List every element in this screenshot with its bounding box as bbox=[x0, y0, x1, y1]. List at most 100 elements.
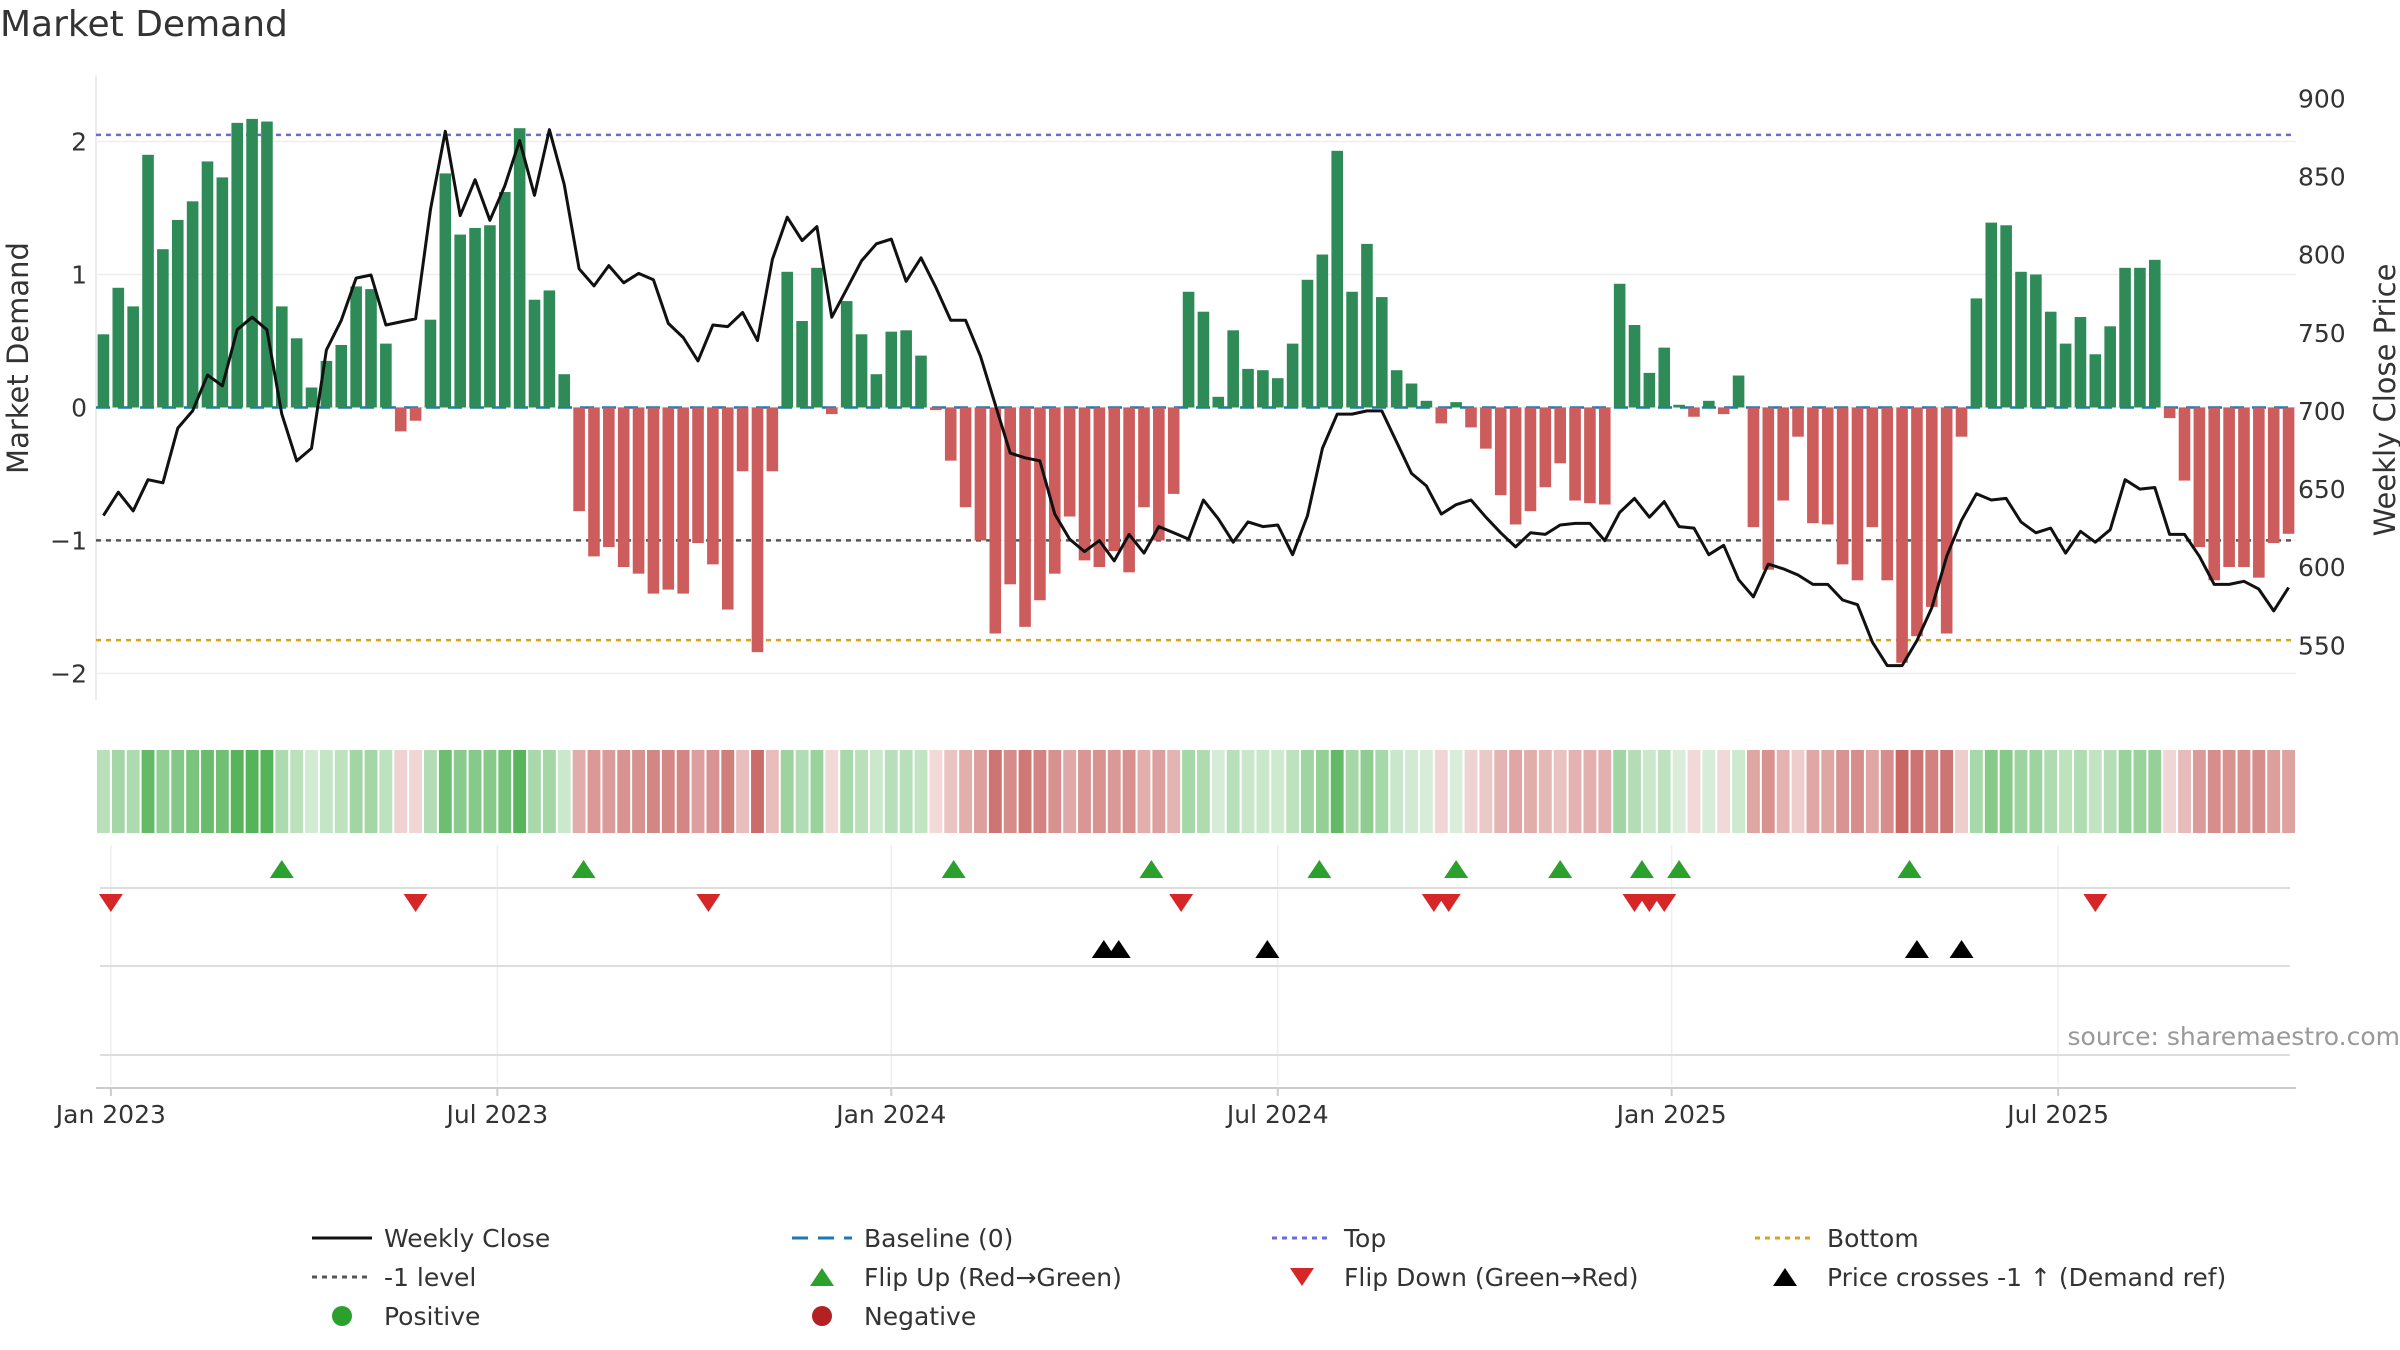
demand-bar-positive bbox=[2044, 311, 2057, 408]
demand-bar-positive bbox=[1658, 347, 1671, 408]
heat-cell bbox=[1732, 750, 1745, 833]
flip-up-marker bbox=[1548, 860, 1573, 878]
demand-bar-positive bbox=[2059, 343, 2072, 408]
heat-cell bbox=[632, 750, 645, 833]
heat-cell bbox=[2044, 750, 2058, 833]
demand-bar-positive bbox=[1390, 370, 1403, 408]
y2-axis-label: Weekly Close Price bbox=[2368, 264, 2400, 537]
legend-item: Positive bbox=[332, 1302, 480, 1331]
demand-bar-negative bbox=[1896, 407, 1908, 663]
heat-cell bbox=[409, 750, 423, 833]
heat-cell bbox=[260, 750, 274, 833]
heat-cell bbox=[1791, 750, 1805, 833]
flip-up-marker bbox=[269, 860, 294, 878]
demand-bar-negative bbox=[1093, 407, 1106, 568]
heat-cell bbox=[557, 750, 571, 833]
price-line-group bbox=[102, 128, 2290, 668]
demand-bar-positive bbox=[1420, 400, 1433, 408]
legend-item: Flip Up (Red→Green) bbox=[810, 1263, 1122, 1292]
demand-bar-positive bbox=[97, 334, 110, 408]
heat-cell bbox=[319, 750, 333, 833]
demand-bar-negative bbox=[1494, 407, 1507, 496]
demand-bar-positive bbox=[1703, 400, 1715, 408]
demand-bar-negative bbox=[1034, 407, 1046, 601]
heat-cell bbox=[1524, 750, 1537, 833]
legend-swatch bbox=[1773, 1268, 1797, 1286]
heat-cell bbox=[1375, 750, 1389, 833]
heat-strip bbox=[97, 750, 2295, 833]
heat-cell bbox=[438, 750, 452, 833]
demand-bar-positive bbox=[1613, 283, 1626, 408]
heat-cell bbox=[245, 750, 259, 833]
heat-cell bbox=[364, 750, 378, 833]
demand-bar-positive bbox=[1970, 298, 1983, 408]
demand-bar-positive bbox=[1286, 343, 1299, 408]
demand-bar-negative bbox=[1167, 407, 1180, 494]
flip-down-marker bbox=[696, 894, 721, 912]
demand-bar-positive bbox=[201, 161, 214, 408]
legend-label: Baseline (0) bbox=[864, 1224, 1013, 1253]
heat-cell bbox=[2207, 750, 2221, 833]
demand-bar-negative bbox=[736, 407, 749, 472]
demand-bar-negative bbox=[2208, 407, 2221, 581]
demand-bar-negative bbox=[1747, 407, 1760, 528]
heat-cell bbox=[1197, 750, 1210, 833]
demand-bar-negative bbox=[1881, 407, 1894, 581]
price-cross-marker bbox=[1106, 940, 1131, 958]
heat-cell bbox=[468, 750, 482, 833]
heat-cell bbox=[1449, 750, 1463, 833]
demand-bar-positive bbox=[484, 225, 496, 408]
heat-cell bbox=[1672, 750, 1686, 833]
heat-cell bbox=[780, 750, 794, 833]
flip-up-marker bbox=[1897, 860, 1922, 878]
demand-bar-negative bbox=[1866, 407, 1879, 528]
demand-bar-negative bbox=[930, 407, 942, 411]
demand-bar-positive bbox=[276, 306, 288, 408]
demand-bar-negative bbox=[2193, 407, 2206, 548]
heat-cell bbox=[1345, 750, 1359, 833]
demand-bar-negative bbox=[677, 407, 689, 594]
flip-up-marker bbox=[1307, 860, 1332, 878]
heat-cell bbox=[1182, 750, 1195, 833]
demand-bar-positive bbox=[350, 286, 362, 408]
x-tick-label: Jan 2025 bbox=[1615, 1100, 1727, 1129]
flip-down-marker bbox=[98, 894, 123, 912]
x-tick-label: Jul 2024 bbox=[1225, 1100, 1329, 1129]
demand-bar-positive bbox=[1346, 291, 1358, 408]
heat-cell bbox=[587, 750, 601, 833]
demand-bar-positive bbox=[498, 192, 511, 408]
heat-cell bbox=[1761, 750, 1775, 833]
demand-bar-positive bbox=[1182, 291, 1195, 408]
demand-bar-positive bbox=[365, 289, 377, 408]
heat-cell bbox=[305, 750, 318, 833]
demand-bar-positive bbox=[261, 121, 273, 408]
demand-bar-negative bbox=[989, 407, 1002, 634]
heat-cell bbox=[2178, 750, 2191, 833]
flip-up-marker bbox=[941, 860, 966, 878]
heat-cell bbox=[97, 750, 110, 833]
heat-cell bbox=[572, 750, 586, 833]
heat-cell bbox=[988, 750, 1002, 833]
heat-cell bbox=[1018, 750, 1032, 833]
heat-cell bbox=[394, 750, 408, 833]
legend-label: Bottom bbox=[1827, 1224, 1919, 1253]
demand-bar-negative bbox=[1598, 407, 1611, 505]
demand-bar-negative bbox=[1807, 407, 1819, 524]
flip-down-marker bbox=[1436, 894, 1461, 912]
demand-bar-negative bbox=[1480, 407, 1492, 449]
flip-down-marker bbox=[1652, 894, 1677, 912]
heat-cell bbox=[1092, 750, 1106, 833]
heat-cell bbox=[1553, 750, 1567, 833]
demand-bar-positive bbox=[186, 201, 199, 408]
demand-bar-positive bbox=[305, 387, 318, 408]
demand-bar-positive bbox=[1227, 330, 1239, 408]
flip-down-marker bbox=[1169, 894, 1194, 912]
heat-cell bbox=[959, 750, 973, 833]
demand-bar-positive bbox=[1331, 150, 1344, 408]
demand-bar-positive bbox=[1316, 254, 1329, 408]
heat-cell bbox=[676, 750, 690, 833]
heat-cell bbox=[1940, 750, 1954, 833]
heat-cell bbox=[602, 750, 616, 833]
heat-cell bbox=[1211, 750, 1225, 833]
heat-cell bbox=[1851, 750, 1864, 833]
